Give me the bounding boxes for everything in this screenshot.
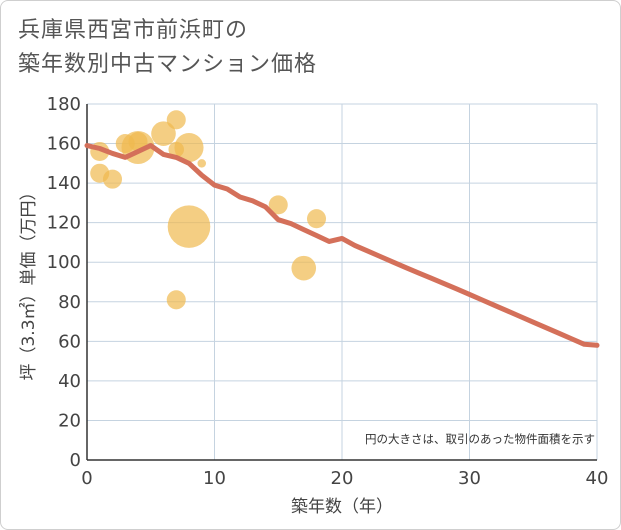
y-tick-label: 140 [47, 173, 81, 194]
y-tick-label: 60 [58, 331, 81, 352]
y-tick-label: 80 [58, 292, 81, 313]
chart-title: 兵庫県西宮市前浜町の 築年数別中古マンション価格 [18, 14, 578, 82]
bubble-point [167, 205, 211, 248]
bubble-point [197, 159, 207, 168]
bubble-point [268, 195, 288, 215]
y-tick-label: 180 [47, 94, 81, 115]
x-tick-label: 30 [458, 468, 481, 489]
bubble-point [166, 290, 186, 310]
x-tick-label: 0 [81, 468, 92, 489]
bubble-point [174, 132, 204, 163]
y-tick-label: 100 [47, 252, 81, 273]
y-tick-label: 160 [47, 134, 81, 155]
x-tick-label: 20 [331, 468, 354, 489]
x-tick-label: 10 [203, 468, 226, 489]
bubble-point [151, 121, 176, 146]
x-axis-label: 築年数（年） [291, 497, 393, 517]
y-tick-label: 120 [47, 213, 81, 234]
y-tick-label: 20 [58, 410, 81, 431]
chart-title-line-2: 築年数別中古マンション価格 [18, 52, 318, 77]
y-tick-label: 40 [58, 371, 81, 392]
y-tick-label: 0 [70, 450, 81, 471]
size-note: 円の大きさは、取引のあった物件面積を示す [365, 432, 595, 446]
chart-title-line-1: 兵庫県西宮市前浜町の [18, 18, 249, 43]
bubble-point [128, 132, 148, 152]
bubble-point [102, 169, 123, 189]
y-axis-label: 坪（3.3㎡）単価（万円） [19, 183, 39, 380]
bubble-point [166, 110, 186, 130]
bubble-point [306, 209, 327, 229]
bubble-point [291, 255, 317, 281]
trend-line [84, 143, 600, 348]
x-tick-label: 40 [586, 468, 609, 489]
